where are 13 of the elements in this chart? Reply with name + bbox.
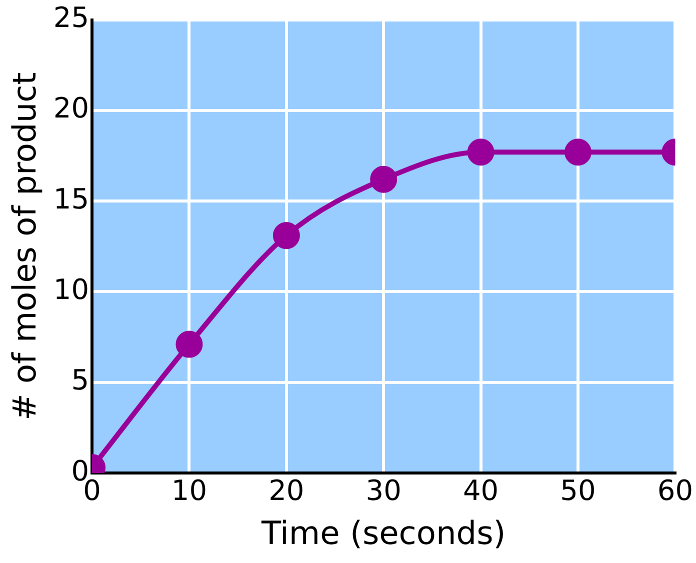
x-tick-label: 10 xyxy=(171,474,208,508)
x-axis-title: Time (seconds) xyxy=(260,514,506,552)
y-tick-label: 10 xyxy=(53,273,90,306)
y-tick-label: 20 xyxy=(53,92,90,125)
y-tick-label: 5 xyxy=(71,364,90,397)
x-tick-label: 30 xyxy=(366,474,402,508)
y-axis-title: # of moles of product xyxy=(6,72,44,421)
y-tick-label: 15 xyxy=(53,182,90,216)
x-tick-label: 20 xyxy=(268,474,304,508)
x-tick-label: 50 xyxy=(560,474,596,508)
x-tick-label: 40 xyxy=(462,474,499,508)
y-tick-label: 25 xyxy=(53,1,90,34)
x-tick-label: 60 xyxy=(657,474,694,508)
